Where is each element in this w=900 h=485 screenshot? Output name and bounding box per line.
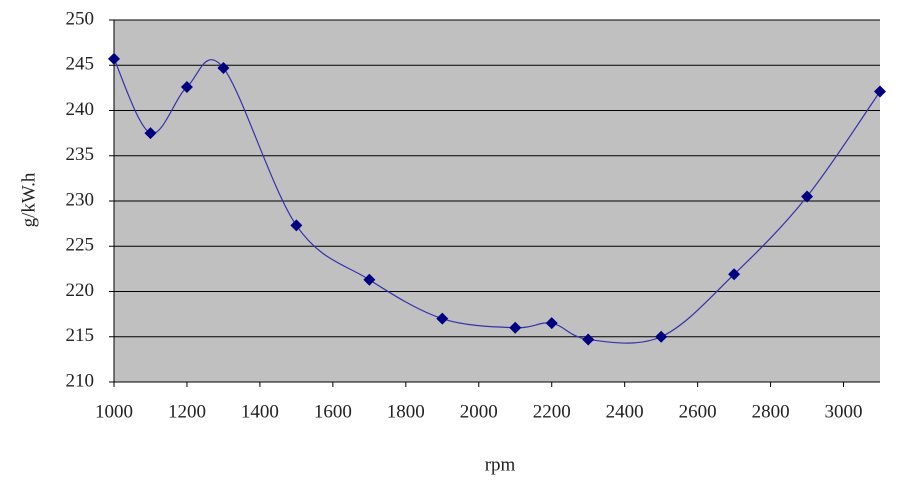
y-tick-label: 240 — [66, 99, 95, 120]
marker — [728, 268, 741, 281]
y-tick-label: 245 — [66, 54, 95, 75]
marker — [363, 273, 376, 286]
marker — [180, 80, 193, 93]
x-tick-label: 1000 — [95, 401, 133, 422]
y-tick-label: 215 — [66, 325, 95, 346]
x-tick-label: 2000 — [460, 401, 498, 422]
x-tick-label: 2800 — [752, 401, 790, 422]
y-tick-label: 230 — [66, 189, 95, 210]
y-tick-label: 210 — [66, 370, 95, 391]
x-tick-label: 1600 — [314, 401, 352, 422]
marker — [290, 219, 303, 232]
y-tick-label: 235 — [66, 144, 95, 165]
marker — [582, 333, 595, 346]
marker — [545, 317, 558, 330]
marker — [108, 52, 120, 65]
y-axis-label: g/kW.h — [18, 172, 39, 227]
x-axis-label: rpm — [485, 454, 516, 475]
marker — [874, 85, 886, 98]
x-tick-label: 1200 — [168, 401, 206, 422]
x-tick-label: 2600 — [679, 401, 717, 422]
y-tick-label: 225 — [66, 235, 95, 256]
x-tick-label: 1800 — [387, 401, 425, 422]
x-tick-label: 1400 — [241, 401, 279, 422]
marker — [217, 61, 230, 74]
marker — [509, 321, 522, 334]
x-tick-label: 2200 — [533, 401, 571, 422]
marker — [801, 190, 814, 203]
x-tick-label: 2400 — [606, 401, 644, 422]
y-tick-label: 220 — [66, 280, 95, 301]
marker — [144, 127, 157, 140]
y-tick-label: 250 — [66, 8, 95, 29]
marker — [436, 312, 449, 325]
x-tick-label: 3000 — [825, 401, 863, 422]
marker — [655, 330, 668, 343]
